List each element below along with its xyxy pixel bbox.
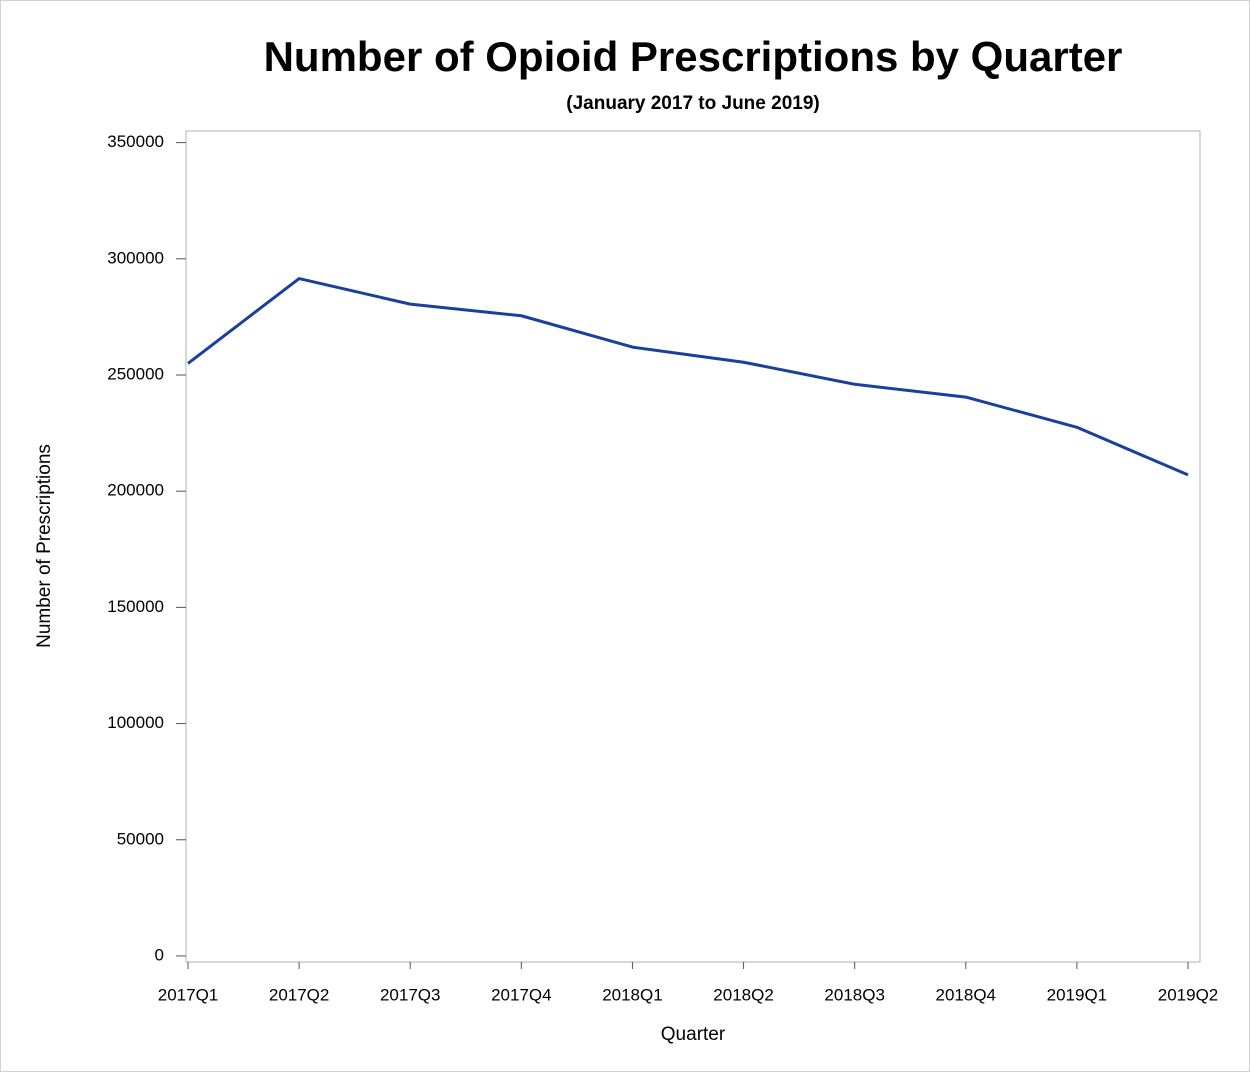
y-tick-label: 250000	[107, 364, 164, 383]
y-tick-label: 0	[155, 945, 164, 964]
chart-subtitle: (January 2017 to June 2019)	[566, 93, 819, 114]
x-tick-label: 2019Q1	[1047, 985, 1108, 1004]
x-tick-label: 2018Q3	[824, 985, 885, 1004]
chart-title: Number of Opioid Prescriptions by Quarte…	[264, 33, 1123, 80]
x-tick-label: 2018Q1	[602, 985, 663, 1004]
x-tick-label: 2017Q1	[158, 985, 219, 1004]
x-tick-label: 2017Q4	[491, 985, 552, 1004]
y-tick-label: 300000	[107, 248, 164, 267]
plot-frame	[185, 130, 1201, 963]
x-tick-label: 2019Q2	[1158, 985, 1219, 1004]
x-axis-label: Quarter	[661, 1024, 726, 1045]
x-tick-label: 2018Q2	[713, 985, 774, 1004]
y-tick-label: 50000	[117, 829, 164, 848]
y-axis-label: Number of Prescriptions	[34, 444, 55, 648]
x-tick-label: 2017Q3	[380, 985, 441, 1004]
y-tick-label: 100000	[107, 713, 164, 732]
y-tick-label: 200000	[107, 481, 164, 500]
y-tick-label: 350000	[107, 132, 164, 151]
y-tick-label: 150000	[107, 597, 164, 616]
x-tick-label: 2017Q2	[269, 985, 330, 1004]
x-tick-label: 2018Q4	[936, 985, 997, 1004]
data-line	[187, 277, 1189, 477]
